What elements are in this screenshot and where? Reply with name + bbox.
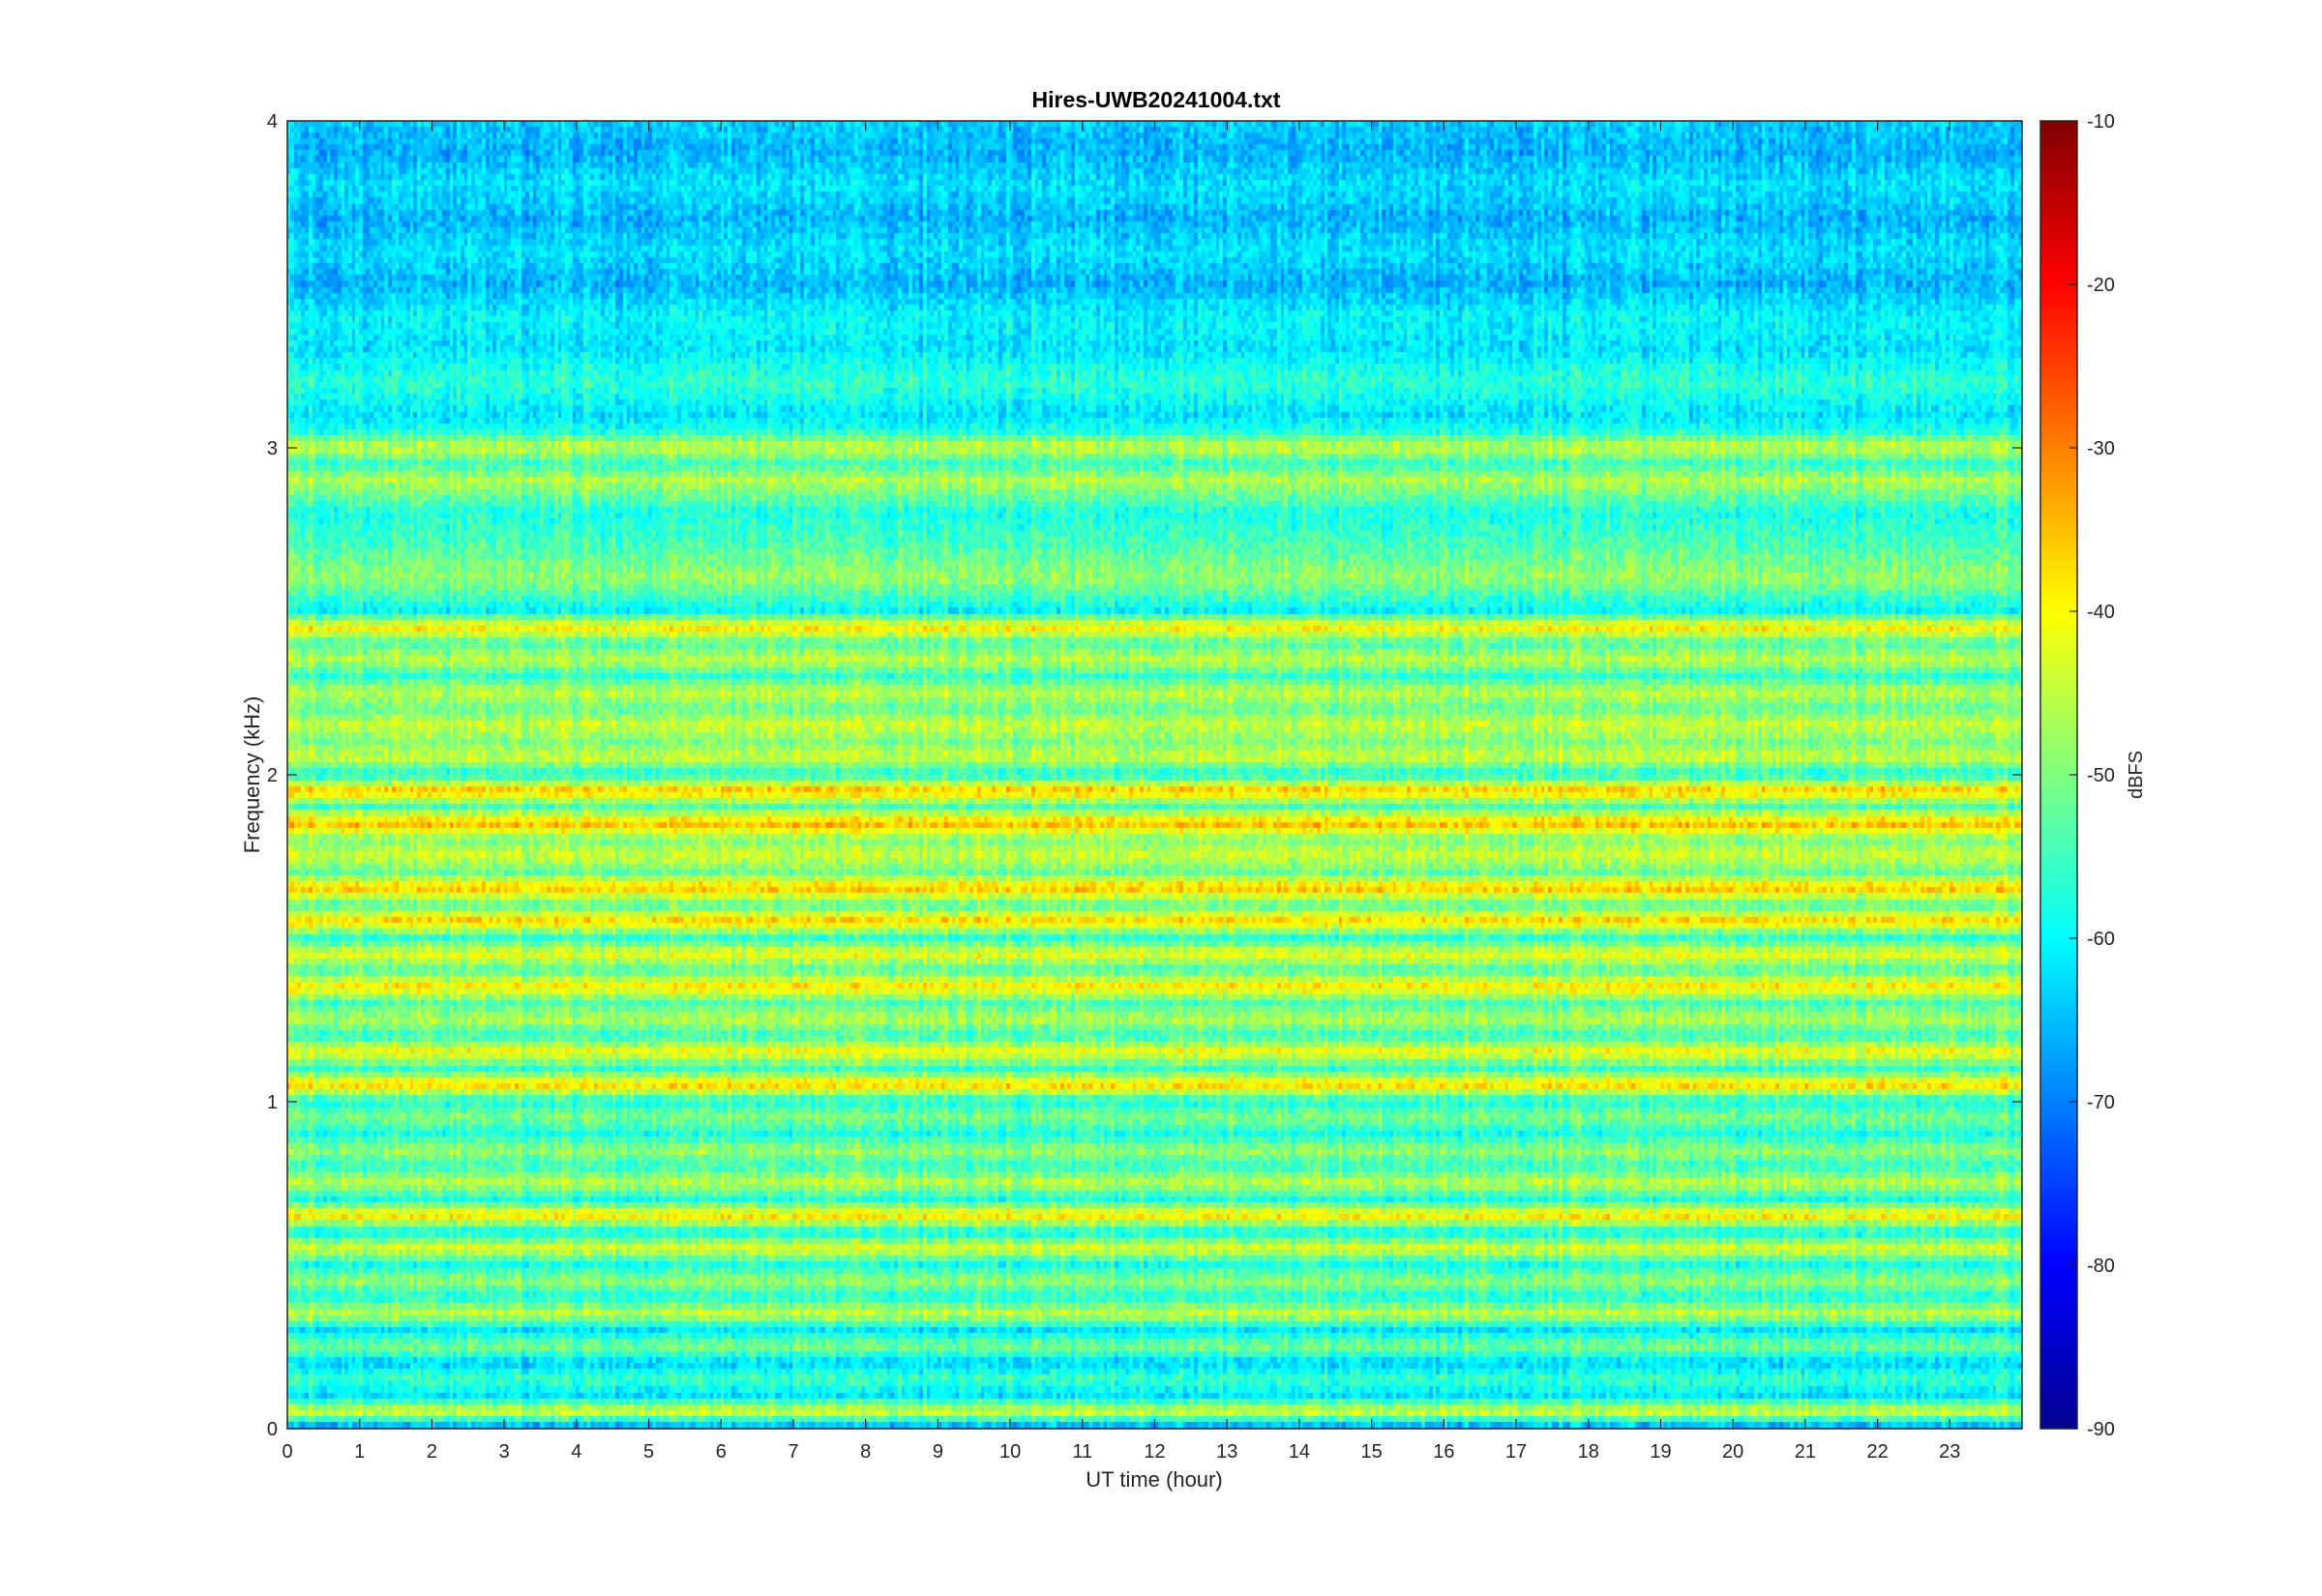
- x-tick-label: 7: [788, 1441, 798, 1463]
- chart-title: Hires-UWB20241004.txt: [1032, 87, 1281, 112]
- x-tick-label: 5: [643, 1441, 654, 1463]
- y-tick-label: 3: [267, 438, 278, 459]
- x-tick-label: 21: [1795, 1441, 1816, 1463]
- x-tick-label: 9: [933, 1441, 943, 1463]
- x-tick-label: 1: [354, 1441, 365, 1463]
- x-tick-label: 19: [1650, 1441, 1671, 1463]
- x-tick-label: 16: [1433, 1441, 1454, 1463]
- y-tick-label: 1: [267, 1092, 278, 1113]
- colorbar-tick-label: -90: [2087, 1419, 2115, 1440]
- x-tick-label: 8: [860, 1441, 871, 1463]
- x-tick-label: 15: [1361, 1441, 1383, 1463]
- x-axis-ticks: 0 1 2 3 4 5 6 7 8 9 10 11 12 13 14 15 16 17 18 19 20 21 22 23: [282, 121, 1960, 1463]
- spectrogram-image-holder: [287, 121, 2022, 1429]
- colorbar-tick-label: -40: [2087, 602, 2115, 623]
- spectrogram-plot-area: [286, 120, 2023, 1430]
- y-axis-label: Frequency (kHz): [240, 696, 264, 854]
- colorbar-tick-label: -70: [2087, 1092, 2115, 1113]
- x-tick-label: 10: [999, 1441, 1021, 1463]
- x-tick-label: 0: [282, 1441, 292, 1463]
- x-tick-label: 20: [1722, 1441, 1743, 1463]
- x-tick-label: 17: [1505, 1441, 1527, 1463]
- colorbar-tick-label: -30: [2087, 438, 2115, 459]
- colorbar-tick-label: -80: [2087, 1256, 2115, 1277]
- colorbar: -90 -80 -70 -60 -50 -40 -30 -20 -10 dBFS: [2039, 111, 2147, 1440]
- x-axis-label: UT time (hour): [1086, 1467, 1222, 1492]
- x-tick-label: 2: [427, 1441, 437, 1463]
- x-tick-label: 6: [716, 1441, 727, 1463]
- x-tick-label: 13: [1216, 1441, 1237, 1463]
- x-tick-label: 23: [1939, 1441, 1960, 1463]
- x-tick-label: 3: [499, 1441, 510, 1463]
- colorbar-ticks: -90 -80 -70 -60 -50 -40 -30 -20 -10: [2069, 111, 2115, 1440]
- spectrogram-heatmap: [287, 121, 2022, 1429]
- x-tick-label: 22: [1866, 1441, 1888, 1463]
- x-tick-label: 14: [1289, 1441, 1310, 1463]
- y-tick-label: 2: [267, 765, 278, 786]
- y-tick-label: 4: [267, 111, 278, 133]
- x-tick-label: 12: [1144, 1441, 1165, 1463]
- colorbar-tick-label: -60: [2087, 929, 2115, 950]
- y-tick-label: 0: [267, 1419, 278, 1440]
- x-tick-label: 4: [571, 1441, 581, 1463]
- y-axis-ticks: 0 1 2 3 4: [267, 111, 2022, 1440]
- x-tick-label: 11: [1072, 1441, 1092, 1463]
- colorbar-label: dBFS: [2126, 751, 2147, 799]
- x-tick-label: 18: [1578, 1441, 1599, 1463]
- colorbar-tick-label: -20: [2087, 275, 2115, 296]
- colorbar-tick-label: -50: [2087, 765, 2115, 786]
- colorbar-tick-label: -10: [2087, 111, 2115, 133]
